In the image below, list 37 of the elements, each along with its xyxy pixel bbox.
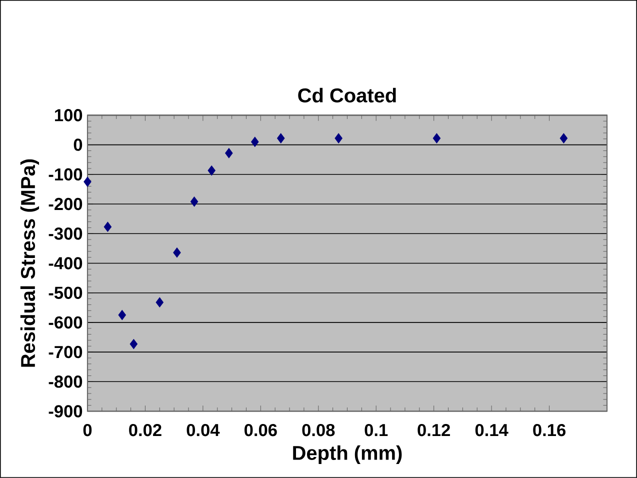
point — [130, 339, 138, 350]
point — [118, 310, 126, 320]
x-tick-label: 0.14 — [475, 424, 508, 436]
x-tick-label: 0.1 — [364, 424, 388, 436]
point — [225, 148, 233, 158]
x-tick-label: 0.08 — [302, 424, 335, 436]
y-tick-label: -400 — [48, 257, 82, 270]
chart-title: Cd Coated — [298, 88, 396, 103]
x-tick-label: 0 — [83, 424, 92, 436]
y-tick-label: -900 — [48, 405, 82, 418]
x-axis-title: Depth (mm) — [293, 445, 402, 464]
y-tick-label: 0 — [74, 138, 82, 151]
y-tick-label: -600 — [48, 316, 82, 329]
y-tick-label: -200 — [48, 198, 82, 210]
y-tick-label: -700 — [48, 346, 82, 358]
point — [432, 133, 441, 144]
point — [560, 133, 568, 144]
x-tick-label: 0.16 — [533, 424, 566, 436]
x-tick-label: 0.04 — [186, 424, 220, 436]
point — [208, 166, 216, 176]
point — [173, 248, 181, 258]
x-tick-label: 0.02 — [129, 424, 162, 436]
point — [277, 133, 285, 144]
y-tick-label: -300 — [48, 228, 82, 240]
x-tick-label: 0.06 — [244, 424, 277, 436]
point — [84, 176, 92, 187]
y-tick-label: -800 — [48, 376, 82, 388]
point — [156, 297, 164, 308]
point — [334, 133, 342, 144]
y-tick-label: -100 — [48, 168, 82, 181]
y-tick-label: -500 — [48, 286, 82, 299]
y-axis-title: Residual Stress (MPa) — [20, 159, 40, 367]
point — [251, 136, 259, 147]
point — [104, 222, 112, 232]
point — [190, 196, 198, 207]
x-tick-label: 0.12 — [418, 424, 450, 436]
y-tick-label: 100 — [55, 109, 82, 122]
